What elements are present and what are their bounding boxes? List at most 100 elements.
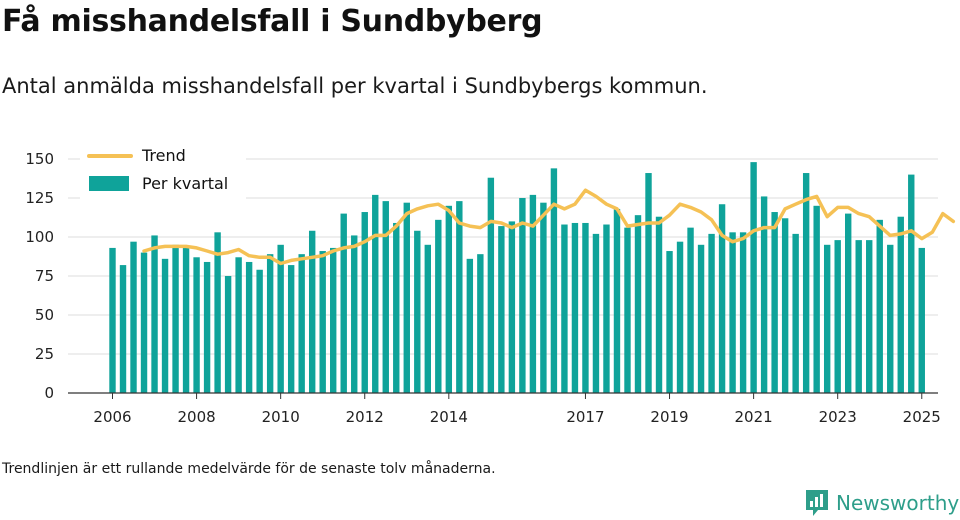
bar: [477, 254, 484, 393]
bar: [277, 244, 284, 393]
bar: [424, 244, 431, 393]
bar: [813, 205, 820, 393]
x-tick-label: 2012: [346, 408, 384, 426]
newsworthy-logo-icon: [806, 490, 828, 516]
bar: [792, 233, 799, 393]
y-tick-label: 0: [44, 384, 54, 402]
chart-title: Få misshandelsfall i Sundbyberg: [2, 4, 543, 39]
x-tick-label: 2023: [819, 408, 857, 426]
bar: [403, 202, 410, 393]
legend-bar-label: Per kvartal: [142, 174, 228, 193]
bar: [550, 168, 558, 393]
bar: [624, 227, 631, 393]
bar: [729, 232, 736, 393]
bar: [393, 222, 400, 393]
y-tick-label: 125: [25, 189, 54, 207]
bar: [508, 221, 516, 393]
y-tick-label: 150: [25, 150, 54, 168]
bar: [193, 257, 200, 393]
bar-series: [109, 162, 925, 393]
bar: [666, 251, 673, 393]
bar: [456, 201, 463, 393]
bar: [613, 208, 621, 393]
x-tick-label: 2019: [650, 408, 688, 426]
legend: Trend Per kvartal: [80, 140, 246, 200]
bar: [151, 235, 158, 393]
bar: [781, 218, 789, 393]
brand[interactable]: Newsworthy: [804, 488, 959, 518]
bar: [382, 201, 389, 393]
bar: [571, 222, 579, 393]
x-tick-label: 2008: [177, 408, 215, 426]
bar-line-chart: 0 25 50 75 100 125 150 2006 2008 2010 2012 2014 2017…: [25, 140, 956, 426]
bar: [161, 258, 169, 393]
bar: [414, 230, 421, 393]
footnote: Trendlinjen är ett rullande medelvärde f…: [2, 461, 496, 477]
bar: [308, 230, 316, 393]
bar: [235, 257, 242, 393]
bar: [866, 240, 873, 393]
x-tick-label: 2025: [903, 408, 941, 426]
bar: [855, 240, 862, 393]
bar: [592, 233, 600, 393]
trend-series: [142, 188, 956, 266]
bar: [697, 244, 705, 393]
bar: [140, 252, 148, 393]
bar: [130, 241, 137, 393]
axes: 0 25 50 75 100 125 150 2006 2008 2010 2012 2014 2017…: [25, 150, 941, 426]
bar: [487, 177, 495, 393]
x-tick-label: 2006: [93, 408, 131, 426]
y-tick-label: 75: [35, 267, 54, 285]
bar: [634, 215, 642, 393]
bar: [876, 219, 883, 393]
bar: [802, 173, 810, 393]
bar: [676, 241, 684, 393]
bar: [645, 173, 652, 393]
bar: [750, 162, 757, 393]
bar: [540, 202, 547, 393]
bar: [918, 247, 925, 393]
bar: [256, 269, 263, 393]
x-tick-label: 2010: [262, 408, 300, 426]
y-tick-label: 100: [25, 228, 54, 246]
bar: [224, 276, 232, 393]
bar: [361, 212, 368, 393]
x-tick-label: 2021: [735, 408, 773, 426]
bar: [739, 232, 747, 393]
bar: [287, 265, 295, 393]
bar: [561, 224, 568, 393]
x-tick-label: 2017: [566, 408, 604, 426]
legend-bar-swatch: [89, 176, 129, 191]
bar: [718, 204, 726, 393]
bar: [498, 226, 505, 393]
bar: [834, 240, 841, 393]
bar: [529, 194, 537, 393]
bar: [435, 219, 442, 393]
y-tick-label: 50: [35, 306, 54, 324]
bar: [372, 194, 379, 393]
bar: [908, 174, 915, 393]
bar: [771, 212, 778, 393]
bar: [823, 244, 831, 393]
bar: [760, 196, 768, 393]
bar: [119, 265, 127, 393]
legend-trend-label: Trend: [141, 146, 186, 165]
bar: [298, 254, 305, 393]
bar: [351, 235, 358, 393]
bar: [172, 244, 179, 393]
bar: [319, 251, 326, 393]
bar: [708, 233, 715, 393]
bar: [330, 247, 337, 393]
bar: [340, 213, 347, 393]
bar: [182, 246, 190, 393]
bar: [603, 224, 610, 393]
bar: [245, 261, 253, 393]
y-tick-label: 25: [35, 345, 54, 363]
chart-subtitle: Antal anmälda misshandelsfall per kvarta…: [2, 74, 708, 98]
bar: [687, 227, 694, 393]
bar: [519, 198, 526, 393]
bar: [655, 216, 663, 393]
bar: [203, 261, 211, 393]
bar: [445, 205, 453, 393]
bar: [109, 247, 116, 393]
